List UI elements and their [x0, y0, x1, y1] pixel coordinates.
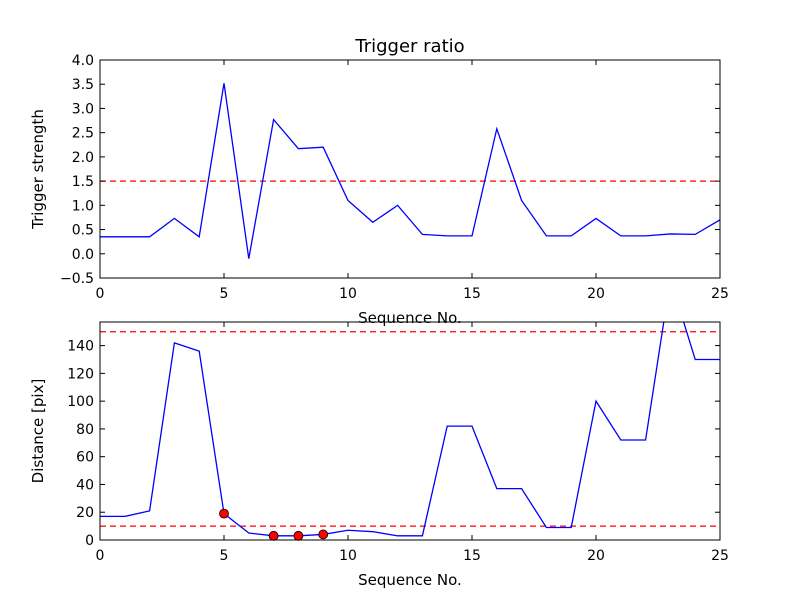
x-tick-label: 20: [587, 286, 605, 302]
x-tick-label: 20: [587, 548, 605, 564]
series-line: [100, 83, 720, 259]
x-tick-label: 5: [220, 286, 229, 302]
y-tick-label: 0: [85, 533, 94, 549]
y-tick-label: 40: [76, 477, 94, 493]
bottom-subplot-distance: 0 5 10 15 20 25 0 20 40 60 80 100 120 140 Sequence No.…: [29, 321, 729, 589]
x-axis-label: Sequence No.: [358, 571, 462, 589]
y-tick-label: 20: [76, 505, 94, 521]
axes-frame: [99, 59, 721, 279]
y-tick-label: 2.0: [72, 150, 94, 166]
x-tick-label: 5: [220, 548, 229, 564]
y-tick-label: −0.5: [60, 271, 94, 287]
x-tick-label: 10: [339, 286, 357, 302]
y-tick-label: 60: [76, 450, 94, 466]
y-axis-label: Distance [pix]: [29, 379, 47, 484]
y-tick-label: 3.5: [72, 77, 94, 93]
data-marker: [268, 530, 279, 541]
x-axis-label: Sequence No.: [358, 309, 462, 327]
x-tick-label: 25: [711, 286, 729, 302]
y-tick-label: 0.0: [72, 247, 94, 263]
x-tick-label: 15: [463, 548, 481, 564]
data-marker: [293, 530, 304, 541]
y-tick-label: 140: [67, 339, 94, 355]
x-tick-label: 10: [339, 548, 357, 564]
y-tick-label: 0.5: [72, 223, 94, 239]
y-tick-label: 100: [67, 394, 94, 410]
y-axis-label: Trigger strength: [29, 109, 47, 230]
y-tick-label: 3.0: [72, 101, 94, 117]
x-tick-label: 0: [96, 286, 105, 302]
series-line: [100, 322, 720, 537]
y-tick-label: 4.0: [72, 53, 94, 69]
y-tick-label: 120: [67, 366, 94, 382]
data-marker: [219, 508, 229, 519]
top-subplot-trigger-strength: 0 5 10 15 20 25 −0.5 0.0 0.5 1.0 1.5 2.0 2.5 3.0 3.5 4.…: [29, 53, 729, 327]
y-tick-label: 80: [76, 422, 94, 438]
x-tick-label: 15: [463, 286, 481, 302]
x-tick-label: 0: [96, 548, 105, 564]
y-tick-label: 2.5: [72, 126, 94, 142]
y-tick-label: 1.5: [72, 174, 94, 190]
axes-frame: [99, 321, 721, 541]
chart-title: Trigger ratio: [354, 36, 464, 57]
x-tick-label: 25: [711, 548, 729, 564]
data-marker: [318, 529, 329, 540]
y-tick-label: 1.0: [72, 198, 94, 214]
